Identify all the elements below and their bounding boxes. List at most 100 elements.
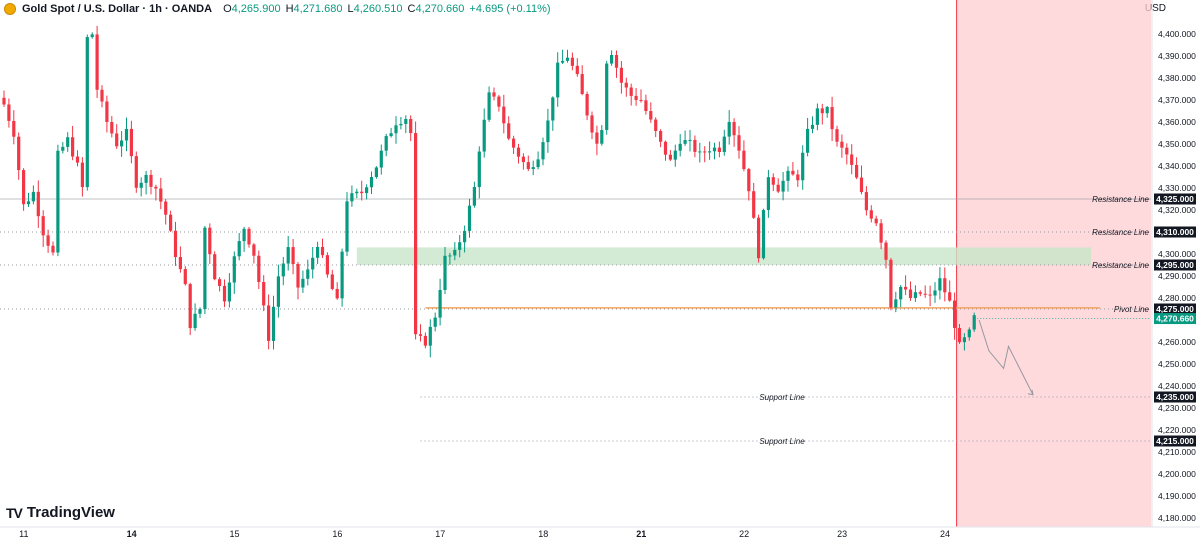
candle-body <box>649 111 653 120</box>
candle-body <box>379 150 383 168</box>
candle-body <box>477 151 481 188</box>
candle-body <box>654 119 658 131</box>
candle-body <box>908 289 913 298</box>
y-tick-label: 4,380.000 <box>1158 73 1196 83</box>
candle-body <box>663 141 668 155</box>
candle-body <box>629 87 633 96</box>
tradingview-logo[interactable]: TV TradingView <box>6 504 115 521</box>
y-tick-label: 4,400.000 <box>1158 29 1196 39</box>
candle-body <box>355 191 359 194</box>
low-value: 4,260.510 <box>353 3 403 15</box>
level-label: Pivot Line <box>1114 305 1150 314</box>
y-tick-label: 4,240.000 <box>1158 381 1196 391</box>
y-tick-label: 4,250.000 <box>1158 359 1196 369</box>
candle-body <box>154 186 158 189</box>
candle-body <box>610 55 614 64</box>
candle-body <box>928 294 932 296</box>
candle-body <box>472 187 476 206</box>
candle-body <box>561 60 565 63</box>
x-tick-label: 22 <box>739 529 749 539</box>
candle-body <box>22 170 26 205</box>
candle-body <box>105 101 109 123</box>
candle-body <box>512 138 516 148</box>
candle-body <box>820 108 824 114</box>
last-price-label: 4,270.660 <box>1156 314 1194 324</box>
level-label: Resistance Line <box>1092 195 1149 204</box>
candle-body <box>124 128 129 141</box>
candle-body <box>169 214 173 231</box>
close-label: C <box>407 3 416 15</box>
candle-body <box>291 247 295 264</box>
candle-body <box>26 201 31 205</box>
candle-body <box>178 257 182 270</box>
candle-body <box>242 228 246 242</box>
candle-body <box>688 139 692 141</box>
candle-body <box>365 187 369 194</box>
candle-body <box>394 125 398 134</box>
candle-body <box>159 188 163 202</box>
candle-body <box>232 256 236 283</box>
candle-body <box>673 150 677 160</box>
candle-body <box>948 292 952 301</box>
forecast-path <box>978 319 1034 396</box>
y-tick-label: 4,230.000 <box>1158 403 1196 413</box>
candle-body <box>953 300 957 328</box>
candle-body <box>791 170 795 175</box>
candle-body <box>521 156 525 163</box>
open-label: O <box>223 3 232 15</box>
candle-body <box>894 299 898 308</box>
candle-body <box>830 107 834 130</box>
candle-body <box>423 335 427 346</box>
candle-body <box>222 285 227 302</box>
candle-body <box>80 162 84 188</box>
candle-body <box>100 89 104 102</box>
candle-body <box>443 255 447 290</box>
candle-body <box>742 150 746 170</box>
candle-body <box>208 227 212 255</box>
candle-body <box>796 174 800 181</box>
candle-body <box>614 55 619 68</box>
candle-body <box>482 119 486 152</box>
candle-body <box>972 315 976 330</box>
candle-body <box>271 306 276 341</box>
candle-body <box>502 106 506 124</box>
candle-body <box>693 139 697 152</box>
candle-body <box>414 133 418 335</box>
high-label: H <box>285 3 294 15</box>
support-zone <box>356 247 1091 265</box>
candle-body <box>203 227 207 310</box>
candle-body <box>257 255 261 283</box>
symbol-title[interactable]: Gold Spot / U.S. Dollar · 1h · OANDA <box>22 3 213 15</box>
candle-body <box>316 246 320 258</box>
candle-body <box>722 136 726 152</box>
candle-body <box>845 147 849 155</box>
candle-body <box>957 327 962 343</box>
candle-body <box>771 177 775 185</box>
candle-body <box>678 143 682 151</box>
x-tick-label: 15 <box>229 529 239 539</box>
candle-body <box>869 210 873 219</box>
candle-body <box>115 133 119 147</box>
candle-body <box>747 169 751 192</box>
candle-body <box>835 129 839 142</box>
y-tick-label: 4,260.000 <box>1158 337 1196 347</box>
candle-body <box>276 276 280 307</box>
level-price-tag <box>1154 259 1196 271</box>
y-tick-label: 4,360.000 <box>1158 117 1196 127</box>
candle-body <box>541 142 545 160</box>
candle-body <box>683 140 687 144</box>
candle-body <box>198 309 202 314</box>
candle-body <box>923 293 927 295</box>
candle-body <box>815 108 819 125</box>
candle-body <box>2 97 6 105</box>
candle-body <box>369 176 374 188</box>
candle-body <box>252 244 256 256</box>
low-label: L <box>347 3 354 15</box>
candle-body <box>526 162 530 169</box>
candle-body <box>409 118 413 134</box>
candle-body <box>340 251 344 299</box>
candle-body <box>301 278 305 288</box>
candle-body <box>46 235 50 246</box>
candle-body <box>590 115 594 133</box>
